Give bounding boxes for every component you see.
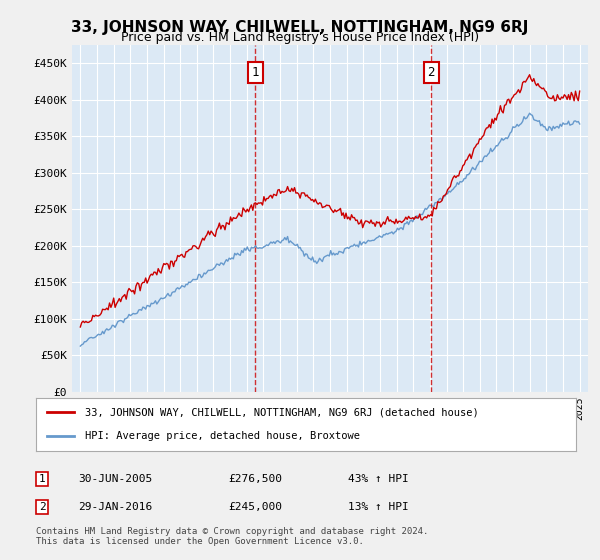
Text: Price paid vs. HM Land Registry's House Price Index (HPI): Price paid vs. HM Land Registry's House … <box>121 31 479 44</box>
Text: £245,000: £245,000 <box>228 502 282 512</box>
Text: 1: 1 <box>38 474 46 484</box>
Text: 2: 2 <box>427 66 435 79</box>
Text: 13% ↑ HPI: 13% ↑ HPI <box>348 502 409 512</box>
Text: 33, JOHNSON WAY, CHILWELL, NOTTINGHAM, NG9 6RJ (detached house): 33, JOHNSON WAY, CHILWELL, NOTTINGHAM, N… <box>85 408 478 418</box>
Text: 30-JUN-2005: 30-JUN-2005 <box>78 474 152 484</box>
Text: 2: 2 <box>38 502 46 512</box>
Text: 33, JOHNSON WAY, CHILWELL, NOTTINGHAM, NG9 6RJ: 33, JOHNSON WAY, CHILWELL, NOTTINGHAM, N… <box>71 20 529 35</box>
Text: Contains HM Land Registry data © Crown copyright and database right 2024.
This d: Contains HM Land Registry data © Crown c… <box>36 526 428 546</box>
Text: 29-JAN-2016: 29-JAN-2016 <box>78 502 152 512</box>
Text: HPI: Average price, detached house, Broxtowe: HPI: Average price, detached house, Brox… <box>85 431 359 441</box>
Text: £276,500: £276,500 <box>228 474 282 484</box>
Text: 43% ↑ HPI: 43% ↑ HPI <box>348 474 409 484</box>
Text: 1: 1 <box>251 66 259 79</box>
